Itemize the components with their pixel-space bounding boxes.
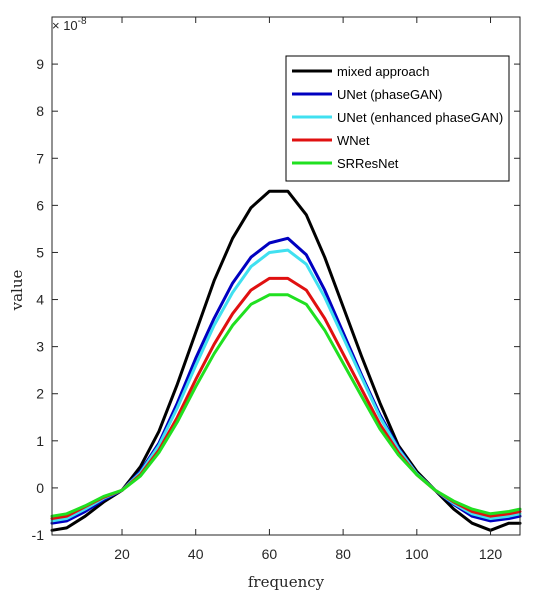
y-tick-label-7: 6 bbox=[36, 197, 44, 213]
legend-label-2: UNet (enhanced phaseGAN) bbox=[337, 110, 503, 125]
y-tick-label-0: -1 bbox=[32, 527, 45, 543]
legend-label-0: mixed approach bbox=[337, 64, 430, 79]
x-tick-label-5: 120 bbox=[479, 546, 503, 562]
x-axis-label: frequency bbox=[248, 573, 325, 591]
y-exponent-power: -8 bbox=[78, 16, 87, 27]
legend-label-4: SRResNet bbox=[337, 156, 399, 171]
y-axis-label: value bbox=[8, 270, 26, 312]
legend-label-3: WNet bbox=[337, 133, 370, 148]
y-tick-label-5: 4 bbox=[36, 292, 44, 308]
y-exponent-base: × 10 bbox=[52, 18, 78, 33]
y-tick-label-1: 0 bbox=[36, 480, 44, 496]
x-tick-label-1: 40 bbox=[188, 546, 204, 562]
y-tick-label-3: 2 bbox=[36, 386, 44, 402]
y-tick-label-9: 8 bbox=[36, 103, 44, 119]
y-exponent-label: × 10-8 bbox=[52, 16, 87, 33]
series-layer bbox=[50, 189, 522, 532]
x-tick-label-3: 80 bbox=[335, 546, 351, 562]
plot-frame bbox=[51, 16, 521, 536]
y-tick-label-4: 3 bbox=[36, 339, 44, 355]
legend: mixed approach UNet (phaseGAN) UNet (enhan… bbox=[285, 55, 510, 182]
x-tick-label-0: 20 bbox=[114, 546, 130, 562]
y-tick-label-6: 5 bbox=[36, 244, 44, 260]
x-tick-label-2: 60 bbox=[262, 546, 278, 562]
x-tick-label-4: 100 bbox=[405, 546, 429, 562]
y-tick-label-10: 9 bbox=[36, 56, 44, 72]
series-line-4 bbox=[50, 293, 522, 518]
y-tick-label-8: 7 bbox=[36, 150, 44, 166]
ticks-layer: 20 40 60 80 100 120 -1 0 1 2 3 4 5 6 7 8 9 bbox=[32, 17, 520, 562]
legend-label-1: UNet (phaseGAN) bbox=[337, 87, 442, 102]
y-tick-label-2: 1 bbox=[36, 433, 44, 449]
